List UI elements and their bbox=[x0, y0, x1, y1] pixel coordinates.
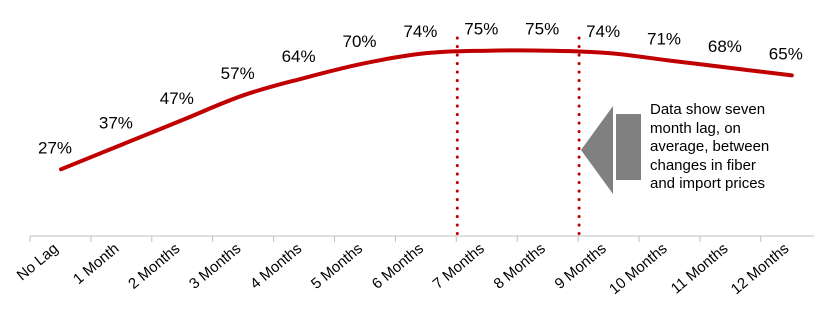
x-tick-label: 7 Months bbox=[430, 240, 488, 293]
x-tick-label: 6 Months bbox=[369, 240, 427, 293]
annotation-line: changes in fiber bbox=[650, 156, 756, 174]
data-label: 75% bbox=[525, 20, 559, 39]
annotation-text: Data show seven month lag, on average, b… bbox=[650, 101, 810, 194]
data-label: 74% bbox=[586, 22, 620, 41]
x-tick-label: 5 Months bbox=[308, 240, 366, 293]
data-label: 71% bbox=[647, 30, 681, 49]
data-label: 65% bbox=[769, 44, 803, 63]
x-tick-label: 4 Months bbox=[247, 240, 305, 293]
x-axis bbox=[29, 235, 814, 242]
lag-marker-lines bbox=[455, 36, 581, 238]
data-label: 74% bbox=[403, 22, 437, 41]
data-label: 27% bbox=[38, 138, 72, 157]
x-tick-label: 9 Months bbox=[551, 240, 609, 293]
x-tick-label: 8 Months bbox=[491, 240, 549, 293]
x-tick-label: 11 Months bbox=[668, 240, 732, 297]
left-arrow-icon bbox=[581, 106, 641, 194]
data-label: 64% bbox=[282, 47, 316, 66]
data-label: 70% bbox=[342, 32, 376, 51]
data-label: 47% bbox=[160, 89, 194, 108]
series-line bbox=[59, 48, 794, 172]
x-tick-label: 3 Months bbox=[186, 240, 244, 293]
annotation-line: average, between bbox=[650, 138, 770, 155]
annotation-line: month lag, on bbox=[650, 119, 741, 137]
x-tick-label: No Lag bbox=[14, 240, 62, 284]
x-tick-label: 12 Months bbox=[728, 240, 793, 298]
x-tick-label: 2 Months bbox=[125, 240, 183, 293]
x-tick-label: 10 Months bbox=[606, 240, 671, 298]
annotation-line: and import prices bbox=[650, 175, 766, 192]
x-tick-label: 1 Month bbox=[70, 240, 122, 288]
data-labels: 27% 37% 47% 57% 64% 70% 74% 75% 75% 74% 71% 68% 65% bbox=[38, 20, 803, 158]
data-label: 37% bbox=[99, 114, 133, 133]
data-label: 68% bbox=[708, 37, 742, 56]
x-tick-labels: No Lag 1 Month 2 Months 3 Months 4 Months 5 M… bbox=[14, 240, 793, 298]
data-label: 57% bbox=[221, 64, 255, 83]
annotation-line: Data show seven bbox=[650, 101, 766, 118]
data-label: 75% bbox=[464, 20, 498, 39]
